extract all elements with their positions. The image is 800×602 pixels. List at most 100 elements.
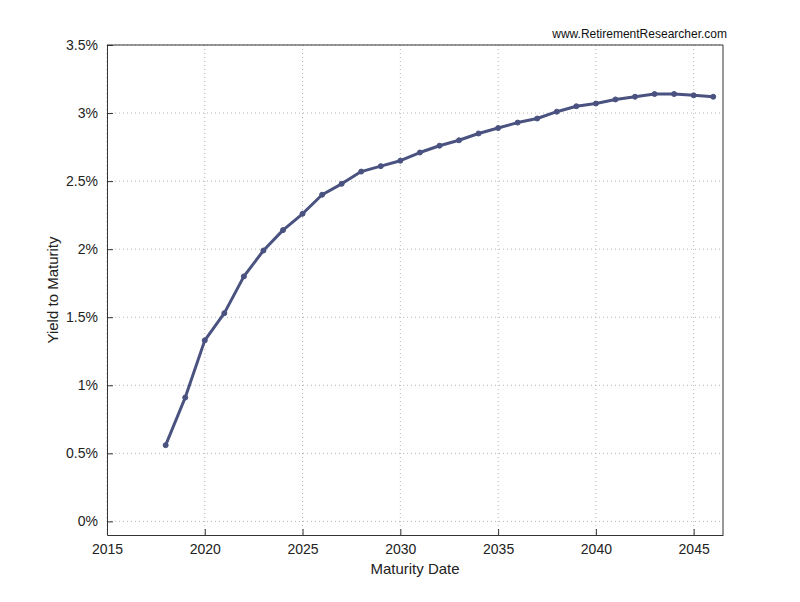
frame <box>723 45 724 535</box>
x-tick: 2040 <box>581 529 612 557</box>
marker <box>202 338 207 343</box>
y-tick-label: 2.5% <box>66 173 98 189</box>
marker <box>515 120 520 125</box>
y-tick-mark <box>107 181 113 182</box>
marker <box>320 192 325 197</box>
grid-line-x <box>302 45 303 535</box>
marker <box>574 104 579 109</box>
marker <box>593 101 598 106</box>
grid-line-y <box>107 317 723 318</box>
y-tick: 3% <box>78 105 113 121</box>
marker <box>496 126 501 131</box>
x-tick-label: 2020 <box>190 541 221 557</box>
x-tick-label: 2035 <box>483 541 514 557</box>
y-tick-label: 1.5% <box>66 309 98 325</box>
grid-line-x <box>498 45 499 535</box>
marker <box>613 97 618 102</box>
x-tick: 2025 <box>287 529 318 557</box>
marker <box>183 395 188 400</box>
x-tick-label: 2045 <box>679 541 710 557</box>
grid-line-y <box>107 249 723 250</box>
grid-line-x <box>693 45 694 535</box>
x-axis-title: Maturity Date <box>370 560 459 577</box>
marker <box>222 311 227 316</box>
chart: 2015 2020 2025 2030 2035 2040 2045 0% 0.5% 1% 1.5%… <box>0 0 800 602</box>
y-tick-mark <box>107 385 113 386</box>
y-tick-label: 2% <box>78 241 98 257</box>
x-tick-mark <box>596 529 597 535</box>
grid-line-x <box>107 45 108 535</box>
x-tick-mark <box>400 529 401 535</box>
frame <box>107 45 723 46</box>
data <box>163 92 716 448</box>
line <box>166 94 714 445</box>
x-tick: 2035 <box>483 529 514 557</box>
x-tick-label: 2015 <box>92 541 123 557</box>
y-axis-title: Yield to Maturity <box>44 236 61 343</box>
marker <box>281 228 286 233</box>
x-tick-mark <box>303 529 304 535</box>
x-tick: 2030 <box>385 529 416 557</box>
y-tick: 2.5% <box>66 173 113 189</box>
marker <box>300 211 305 216</box>
y-tick-label: 1% <box>78 377 98 393</box>
marker <box>359 169 364 174</box>
y-tick: 0.5% <box>66 445 113 461</box>
y-tick-label: 0% <box>78 513 98 529</box>
marker <box>535 116 540 121</box>
grid-line-y <box>107 453 723 454</box>
y-axis-line <box>107 46 108 536</box>
marker <box>652 92 657 97</box>
grid-line-y <box>107 521 723 522</box>
x-tick-label: 2040 <box>581 541 612 557</box>
marker <box>437 143 442 148</box>
y-tick-label: 0.5% <box>66 445 98 461</box>
marker <box>417 150 422 155</box>
marker <box>457 138 462 143</box>
marker <box>711 94 716 99</box>
y-tick: 1% <box>78 377 113 393</box>
y-tick: 1.5% <box>66 309 113 325</box>
marker <box>554 109 559 114</box>
marker <box>691 93 696 98</box>
y-tick-mark <box>107 317 113 318</box>
y-tick-mark <box>107 453 113 454</box>
y-tick: 0% <box>78 513 113 529</box>
marker <box>633 94 638 99</box>
y-tick-mark <box>107 113 113 114</box>
marker <box>261 248 266 253</box>
y-axis: 0% 0.5% 1% 1.5% 2% 2.5% 3% 3.5% <box>66 37 113 536</box>
grid-line-x <box>400 45 401 535</box>
plot: 2015 2020 2025 2030 2035 2040 2045 0% 0.5% 1% 1.5%… <box>66 37 723 557</box>
marker <box>378 164 383 169</box>
marker <box>339 181 344 186</box>
grid-line-y <box>107 181 723 182</box>
grid-line-y <box>107 385 723 386</box>
y-tick: 2% <box>78 241 113 257</box>
marker <box>398 158 403 163</box>
grid-line-y <box>107 45 723 46</box>
marker <box>163 443 168 448</box>
x-tick-label: 2030 <box>385 541 416 557</box>
y-tick-label: 3% <box>78 105 98 121</box>
x-tick-label: 2025 <box>287 541 318 557</box>
grid <box>107 45 723 535</box>
annotation: www.RetirementResearcher.com <box>551 27 727 41</box>
grid-line-x <box>204 45 205 535</box>
x-axis-line <box>108 535 724 536</box>
x-tick: 2020 <box>190 529 221 557</box>
y-tick-label: 3.5% <box>66 37 98 53</box>
marker <box>476 131 481 136</box>
marker <box>241 274 246 279</box>
x-axis: 2015 2020 2025 2030 2035 2040 2045 <box>92 529 724 557</box>
y-tick-mark <box>107 521 113 522</box>
x-tick-mark <box>205 529 206 535</box>
y-tick-mark <box>107 249 113 250</box>
grid-line-y <box>107 113 723 114</box>
y-tick: 3.5% <box>66 37 113 53</box>
x-tick: 2045 <box>679 529 710 557</box>
marker <box>672 92 677 97</box>
x-tick-mark <box>694 529 695 535</box>
x-tick-mark <box>498 529 499 535</box>
grid-line-x <box>595 45 596 535</box>
